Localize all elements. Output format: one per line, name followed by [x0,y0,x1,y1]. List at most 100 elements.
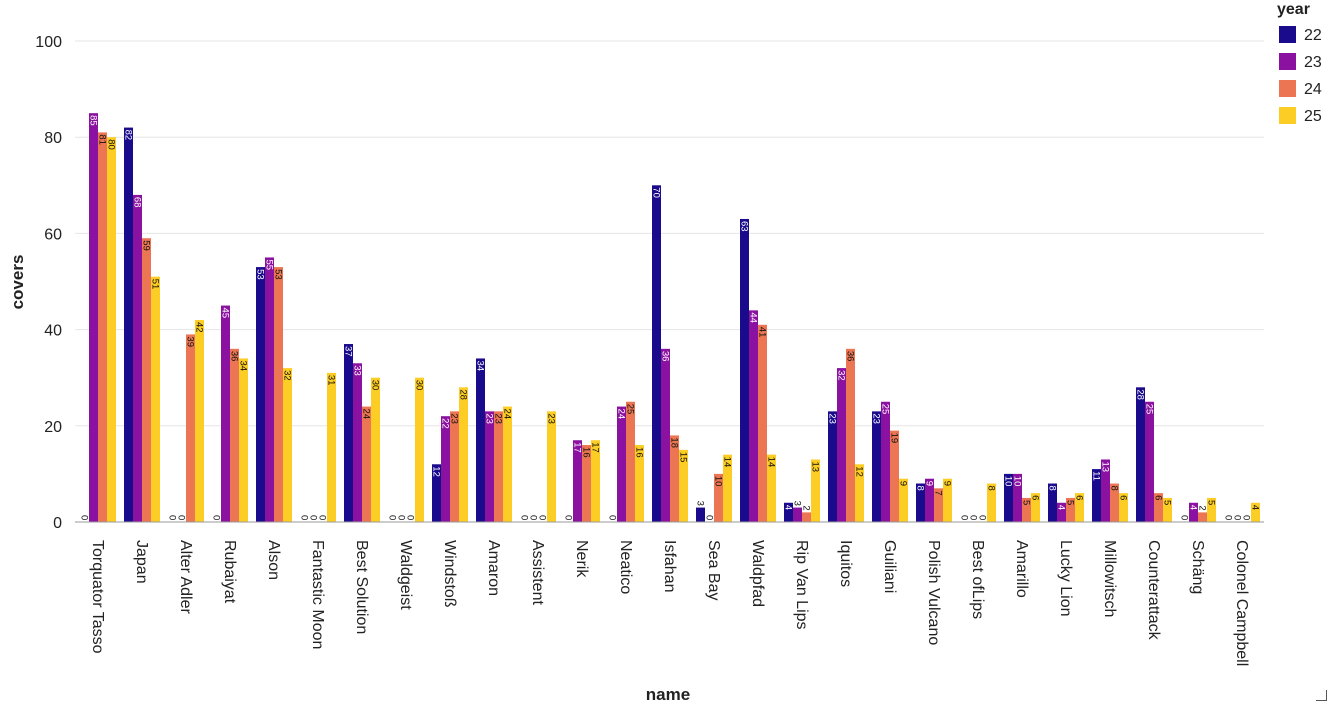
bar-value-label: 23 [484,413,495,424]
bar-value-label: 0 [704,515,715,520]
bar-value-label: 22 [440,418,451,429]
bar-value-label: 39 [185,336,196,347]
bar [872,411,881,522]
bar [1154,493,1163,522]
bar [740,218,749,522]
x-tick-label: Rubaiyat [221,540,238,604]
bar-value-label: 0 [1232,515,1243,520]
bar-value-label: 4 [783,505,794,510]
x-tick-label: Colonel Campbell [1233,540,1250,666]
bar-value-label: 0 [968,515,979,520]
bar [230,348,239,522]
bar-value-label: 7 [933,490,944,495]
bar-value-label: 9 [924,481,935,486]
bar [1048,483,1057,522]
bar-value-label: 18 [669,437,680,448]
legend-swatch [1279,80,1296,97]
bar-value-label: 28 [1135,389,1146,400]
legend-swatch [1279,26,1296,43]
bar-value-label: 41 [757,327,768,338]
bar-value-label: 6 [1074,495,1085,500]
x-tick-label: Rip Van Lips [793,540,810,630]
x-tick-label: Assistent [529,540,546,605]
bar [362,406,371,522]
y-tick-label: 20 [44,419,62,436]
bar-value-label: 85 [88,115,99,126]
bar-value-label: 0 [387,515,398,520]
bar-value-label: 42 [194,322,205,333]
y-axis-title: covers [8,255,27,310]
bar-value-label: 25 [880,404,891,415]
bar-value-label: 2 [801,505,812,510]
legend-title: year [1277,1,1310,18]
bar [1251,502,1260,522]
bars: 0858180826859510039420453634535553320003… [79,113,1261,523]
bar [749,310,758,522]
bar-value-label: 63 [739,221,750,232]
bar [881,401,890,522]
bar-value-label: 14 [722,457,733,468]
bar-value-label: 9 [898,481,909,486]
x-tick-label: Guiliani [881,540,898,593]
x-tick-label: Alter Adler [177,540,194,614]
bar [723,454,732,522]
bar-value-label: 17 [590,442,601,453]
bar-value-label: 81 [97,134,108,145]
legend-item[interactable]: 22 [1279,26,1322,44]
bar-value-label: 0 [211,515,222,520]
bar [696,507,705,522]
legend-label: 25 [1304,108,1322,125]
bar [327,372,336,522]
bar-value-label: 25 [625,404,636,415]
bar-value-label: 8 [1109,486,1120,491]
y-tick-label: 100 [35,34,62,51]
bar-value-label: 82 [123,130,134,141]
bar-value-label: 0 [167,515,178,520]
bar-value-label: 0 [1241,515,1252,520]
bar [1101,459,1110,522]
bar-value-label: 4 [1188,505,1199,510]
x-tick-label: Best ofLips [969,540,986,619]
bar-value-label: 0 [528,515,539,520]
bar-value-label: 30 [370,380,381,391]
bar-value-label: 0 [1223,515,1234,520]
bar [899,478,908,522]
bar [1145,401,1154,522]
bar-value-label: 8 [915,486,926,491]
y-tick-label: 40 [44,323,62,340]
bar [221,305,230,522]
bar [195,319,204,522]
legend-swatch [1279,53,1296,70]
bar [344,344,353,522]
x-tick-label: Schäng [1189,540,1206,594]
bar [186,334,195,522]
legend-item[interactable]: 25 [1279,107,1322,125]
bar-value-label: 10 [1003,476,1014,487]
legend-item[interactable]: 24 [1279,80,1322,98]
bar-value-label: 51 [150,279,161,290]
bar [485,411,494,522]
bar-value-label: 59 [141,240,152,251]
y-tick-label: 60 [44,226,62,243]
bar [547,411,556,522]
x-tick-label: Best Solution [353,540,370,634]
bar-value-label: 53 [273,269,284,280]
resize-handle[interactable] [1316,690,1327,701]
bar-value-label: 36 [660,351,671,362]
bar [476,358,485,522]
bar-value-label: 34 [475,360,486,371]
legend-swatch [1279,107,1296,124]
y-tick-label: 0 [53,515,62,532]
bar [1163,497,1172,522]
bar-value-label: 32 [282,370,293,381]
legend-label: 24 [1304,81,1322,98]
legend-item[interactable]: 23 [1279,53,1322,71]
bar-value-label: 24 [361,409,372,420]
bar-value-label: 6 [1030,495,1041,500]
bar [855,464,864,522]
bar-value-label: 0 [317,515,328,520]
bar [934,488,943,522]
x-axis-ticks: Torquator Tasso Japan Alter Adler Rubaiyat A… [89,540,1250,666]
bar [591,440,600,522]
